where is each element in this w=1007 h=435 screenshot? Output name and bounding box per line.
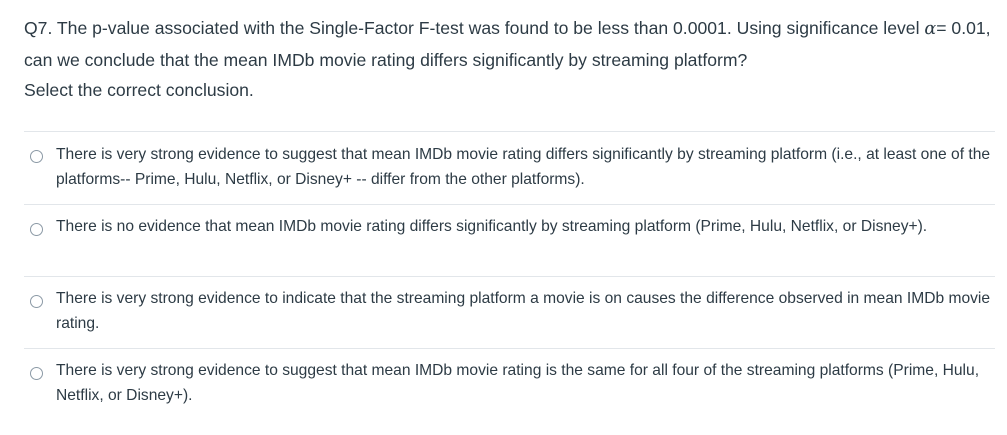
alpha-symbol: α: [924, 19, 937, 39]
answer-radio-4[interactable]: [30, 367, 43, 380]
answer-radio-2[interactable]: [30, 223, 43, 236]
answer-option-1[interactable]: There is very strong evidence to suggest…: [24, 131, 995, 204]
question-text: Q7. The p-value associated with the Sing…: [24, 13, 994, 106]
question-stem: Q7. The p-value associated with the Sing…: [24, 18, 925, 38]
answer-option-2[interactable]: There is no evidence that mean IMDb movi…: [24, 204, 995, 276]
answer-option-3[interactable]: There is very strong evidence to indicat…: [24, 276, 995, 348]
answer-label-3[interactable]: There is very strong evidence to indicat…: [56, 290, 991, 332]
question-stem-continued: = 0.01, can we conclude that the mean IM…: [24, 18, 991, 70]
question-instruction: Select the correct conclusion.: [24, 80, 254, 100]
answer-radio-3[interactable]: [30, 295, 43, 308]
answer-label-4[interactable]: There is very strong evidence to suggest…: [56, 362, 980, 404]
answer-label-2[interactable]: There is no evidence that mean IMDb movi…: [56, 218, 928, 235]
answer-radio-1[interactable]: [30, 150, 43, 163]
answer-label-1[interactable]: There is very strong evidence to suggest…: [56, 146, 991, 188]
answer-list: There is very strong evidence to suggest…: [24, 131, 995, 428]
answer-option-4[interactable]: There is very strong evidence to suggest…: [24, 348, 995, 428]
